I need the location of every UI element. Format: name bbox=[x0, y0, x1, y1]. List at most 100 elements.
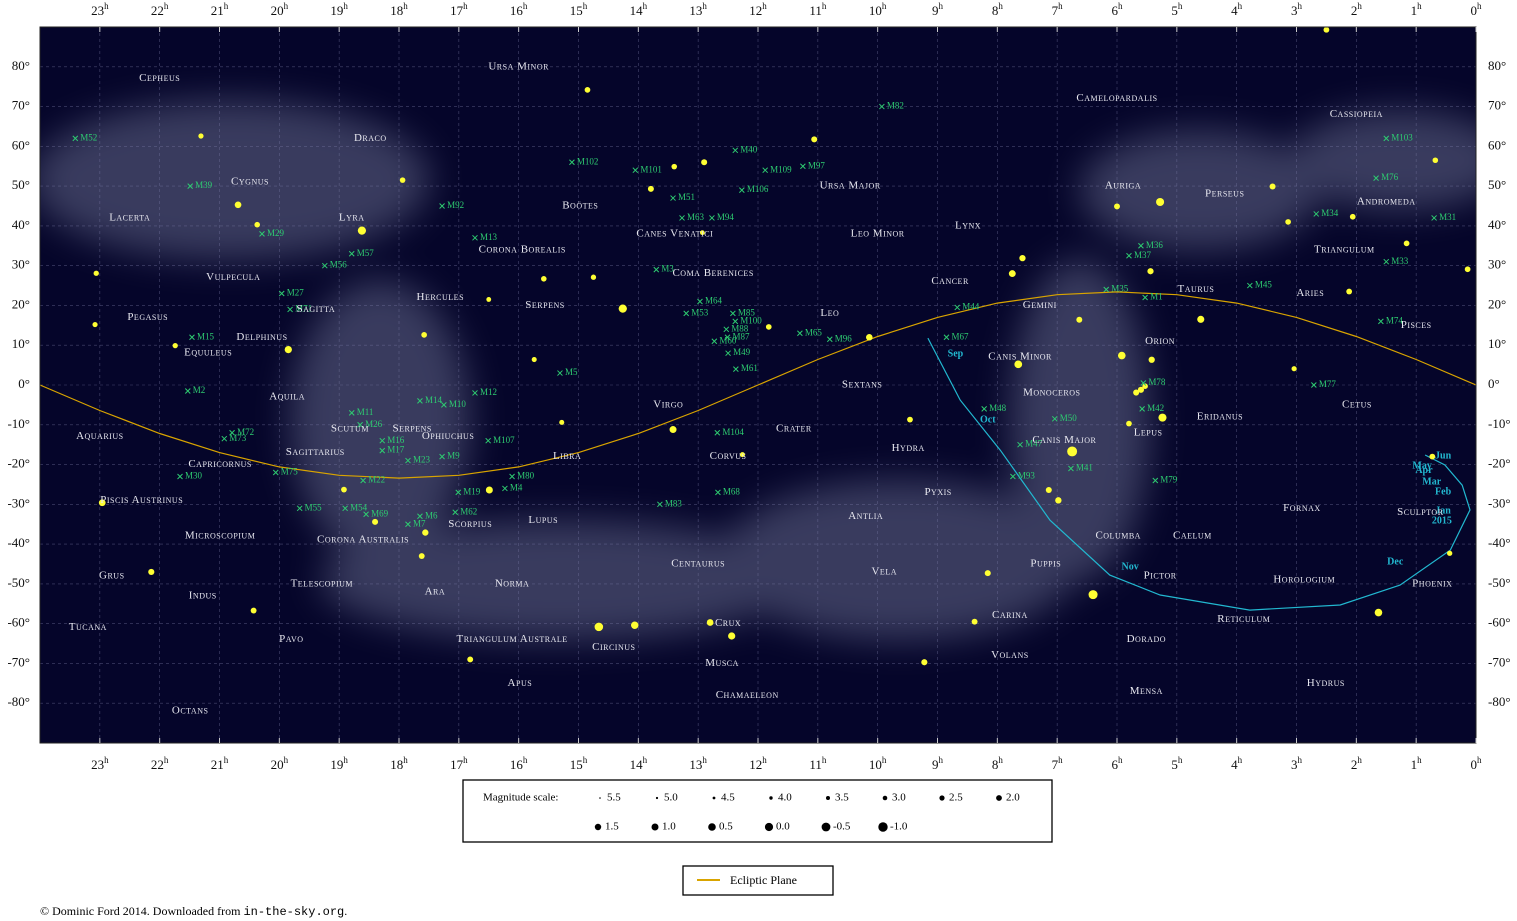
star bbox=[341, 486, 347, 493]
star bbox=[422, 529, 429, 536]
dec-tick-unit: ° bbox=[25, 137, 30, 152]
dec-tick-unit: ° bbox=[1501, 58, 1506, 73]
star bbox=[98, 499, 106, 507]
magnitude-title: Magnitude scale: bbox=[483, 792, 558, 804]
star bbox=[234, 201, 242, 209]
dec-tick-value: -20 bbox=[1488, 456, 1505, 471]
ra-tick-label: 19h bbox=[330, 755, 348, 772]
dec-tick-value: -60 bbox=[1488, 615, 1505, 630]
messier-object: M75 bbox=[272, 467, 298, 477]
star bbox=[1148, 356, 1155, 363]
star bbox=[485, 486, 493, 494]
star bbox=[1088, 590, 1098, 600]
ra-tick-value: 4 bbox=[1231, 757, 1238, 772]
ra-tick-value: 14 bbox=[630, 757, 644, 772]
star bbox=[866, 333, 873, 341]
star bbox=[1156, 197, 1165, 207]
ra-tick-unit: h bbox=[1178, 1, 1183, 11]
dec-tick-unit: ° bbox=[1505, 654, 1510, 669]
ra-tick-unit: h bbox=[343, 755, 348, 765]
constellation-label: Pyxis bbox=[924, 486, 951, 498]
ecliptic-line bbox=[40, 291, 1476, 479]
messier-object: M36 bbox=[1138, 240, 1163, 250]
comet-month-label: Jan bbox=[1435, 505, 1451, 516]
messier-marker bbox=[405, 521, 411, 528]
magnitude-dot bbox=[821, 822, 831, 832]
dec-tick-label: 70° bbox=[1488, 98, 1506, 113]
messier-label: M60 bbox=[719, 335, 737, 345]
dec-tick-unit: ° bbox=[1505, 575, 1510, 590]
ra-tick-label: 8h bbox=[992, 1, 1004, 18]
ra-tick-value: 13 bbox=[689, 757, 702, 772]
messier-object: M9 bbox=[439, 451, 460, 461]
messier-label: M109 bbox=[770, 164, 792, 174]
comet-path bbox=[927, 337, 1471, 611]
ra-tick-unit: h bbox=[702, 1, 707, 11]
star bbox=[418, 553, 425, 560]
dec-tick-unit: ° bbox=[1501, 98, 1506, 113]
ra-tick-label: 20h bbox=[271, 755, 289, 772]
messier-object: M74 bbox=[1378, 315, 1403, 325]
messier-label: M41 bbox=[1076, 463, 1093, 473]
constellation-label: Scutum bbox=[331, 422, 369, 434]
magnitude-label: -1.0 bbox=[890, 821, 908, 833]
star bbox=[584, 86, 591, 93]
constellation-label: Leo Minor bbox=[851, 227, 905, 239]
messier-label: M77 bbox=[1319, 379, 1337, 389]
messier-label: M42 bbox=[1147, 403, 1164, 413]
ra-tick-value: 17 bbox=[450, 3, 464, 18]
dec-tick-label: 20° bbox=[12, 296, 30, 311]
constellation-label: Leo bbox=[820, 307, 839, 319]
star bbox=[1014, 360, 1023, 369]
messier-label: M93 bbox=[1018, 471, 1036, 481]
messier-marker bbox=[472, 390, 478, 396]
messier-marker bbox=[557, 370, 563, 376]
constellation-label: Mensa bbox=[1130, 685, 1163, 697]
star bbox=[1067, 446, 1078, 457]
messier-label: M6 bbox=[425, 510, 438, 520]
constellation-label: Serpens bbox=[525, 299, 564, 311]
constellation-label: Musca bbox=[705, 657, 739, 669]
messier-marker bbox=[417, 513, 423, 520]
star bbox=[1076, 316, 1083, 323]
ra-tick-label: 18h bbox=[390, 1, 408, 18]
messier-marker bbox=[683, 310, 690, 317]
credit-text: © Dominic Ford 2014. Downloaded from bbox=[40, 904, 243, 918]
messier-label: M49 bbox=[733, 347, 751, 357]
dec-tick-unit: ° bbox=[25, 535, 30, 550]
star bbox=[1374, 608, 1383, 617]
dec-tick-value: -50 bbox=[7, 575, 24, 590]
ra-tick-label: 8h bbox=[992, 755, 1004, 772]
ra-tick-label: 23h bbox=[91, 755, 109, 772]
messier-label: M50 bbox=[1060, 413, 1078, 423]
messier-label: M73 bbox=[229, 433, 247, 443]
ra-tick-label: 1h bbox=[1411, 755, 1423, 772]
messier-object: M68 bbox=[715, 486, 740, 496]
ra-tick-unit: h bbox=[643, 755, 648, 765]
messier-marker bbox=[1138, 242, 1144, 249]
ra-tick-unit: h bbox=[1238, 1, 1243, 11]
messier-object: M12 bbox=[472, 387, 497, 397]
constellation-label: Volans bbox=[991, 649, 1029, 661]
messier-label: M61 bbox=[741, 363, 758, 373]
messier-marker bbox=[981, 406, 988, 412]
star bbox=[594, 622, 604, 632]
ra-tick-unit: h bbox=[1238, 755, 1243, 765]
messier-object: M14 bbox=[417, 395, 442, 405]
messier-label: M83 bbox=[665, 498, 683, 508]
dec-tick-value: 20 bbox=[1488, 296, 1501, 311]
messier-object: M69 bbox=[363, 508, 389, 518]
constellation-label: Gemini bbox=[1023, 299, 1057, 311]
messier-label: M74 bbox=[1386, 315, 1404, 325]
dec-tick-label: 70° bbox=[12, 98, 30, 113]
star bbox=[1045, 486, 1052, 494]
ra-tick-value: 21 bbox=[211, 3, 224, 18]
dec-tick-label: -10° bbox=[7, 416, 30, 431]
ra-tick-label: 12h bbox=[749, 1, 767, 18]
messier-marker bbox=[697, 298, 703, 305]
messier-object: M103 bbox=[1383, 132, 1413, 142]
constellation-label: Sagittarius bbox=[286, 446, 345, 458]
ra-tick-unit: h bbox=[762, 1, 767, 11]
messier-label: M51 bbox=[678, 192, 695, 202]
dec-tick-value: 20 bbox=[12, 296, 25, 311]
